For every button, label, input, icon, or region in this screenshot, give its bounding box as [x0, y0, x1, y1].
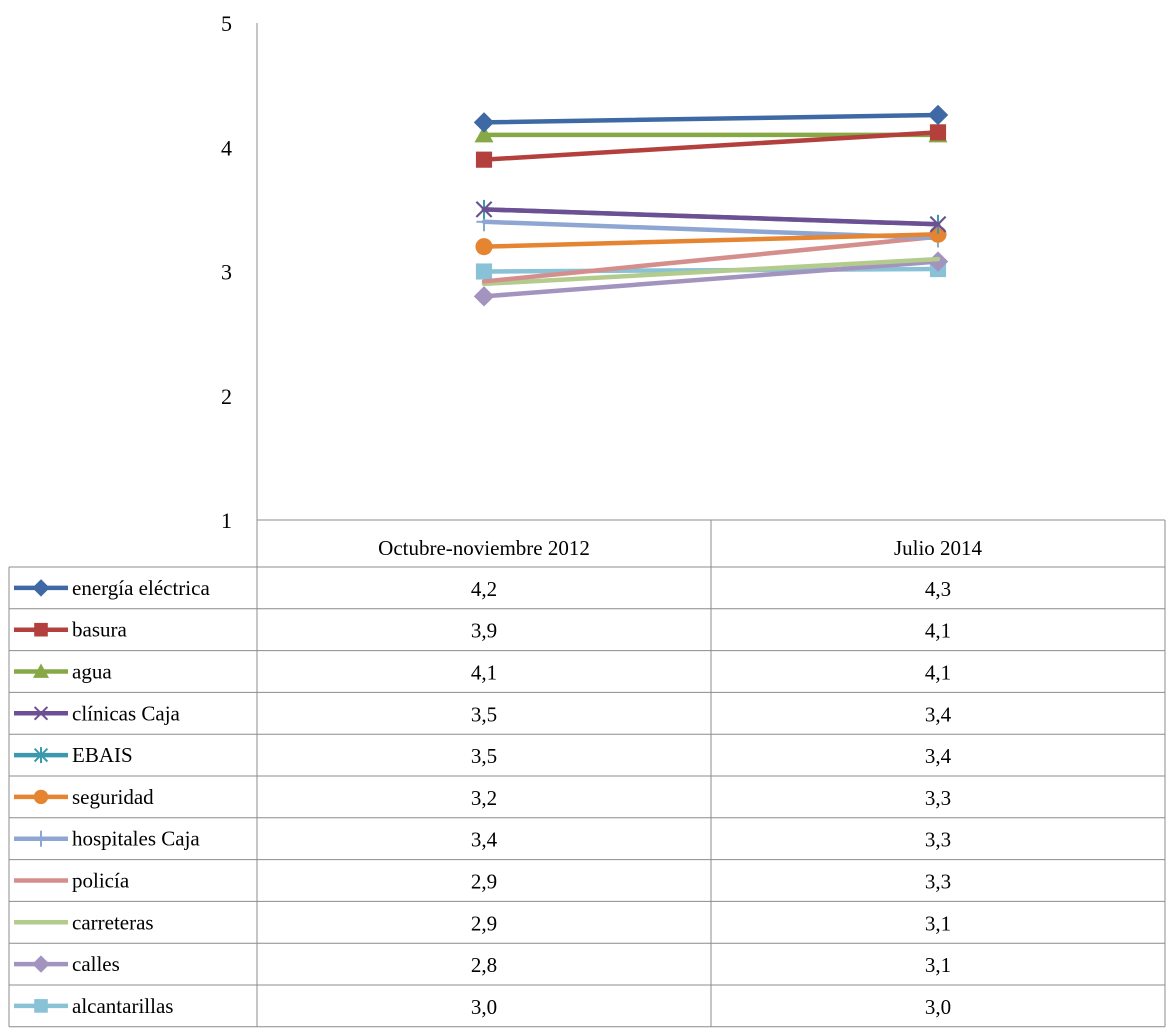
- data-label: 4,2: [471, 577, 497, 601]
- marker-stroke: [33, 706, 49, 721]
- series-line: [481, 231, 941, 249]
- series-policia: [481, 234, 941, 284]
- data-point: [475, 151, 493, 168]
- series-basura: [475, 124, 947, 168]
- legend-key-marker: [33, 706, 49, 721]
- y-tick-label: 4: [221, 135, 232, 160]
- table-row: basura 3,9 4,1: [14, 618, 951, 643]
- series-line: [481, 207, 941, 227]
- data-point: [473, 112, 495, 133]
- table-row: hospitales Caja 3,4 3,3: [14, 827, 951, 852]
- data-label: 3,9: [471, 619, 497, 643]
- legend-label: seguridad: [72, 785, 154, 809]
- series-line: [481, 130, 941, 162]
- legend-key-marker: [33, 663, 49, 678]
- data-label: 4,3: [925, 577, 951, 601]
- data-point: [475, 263, 493, 280]
- data-label: 3,3: [925, 870, 951, 894]
- data-point: [929, 215, 947, 233]
- legend-key-marker: [33, 747, 49, 764]
- data-label: 4,1: [471, 661, 497, 685]
- data-label: 3,4: [925, 744, 952, 768]
- legend-key-marker: [33, 789, 49, 805]
- table-row: alcantarillas 3,0 3,0: [14, 994, 951, 1019]
- data-label: 2,9: [471, 911, 497, 935]
- data-label: 3,0: [471, 995, 497, 1019]
- table-row: carreteras 2,9 3,1: [14, 910, 951, 935]
- data-label: 3,5: [471, 702, 497, 726]
- legend-label: hospitales Caja: [72, 827, 200, 851]
- data-label: 4,1: [925, 619, 951, 643]
- legend-label: alcantarillas: [72, 994, 173, 1018]
- series-clinicas-caja: [475, 201, 947, 233]
- data-label: 3,2: [471, 786, 497, 810]
- series-line: [481, 259, 941, 299]
- data-label: 3,1: [925, 911, 951, 935]
- legend-key-marker: [34, 830, 48, 847]
- y-tick-label: 2: [221, 384, 232, 409]
- category-label: Julio 2014: [894, 536, 983, 560]
- y-tick-label: 3: [221, 260, 232, 285]
- series-calles: [473, 251, 949, 307]
- legend-key-marker: [34, 622, 48, 637]
- data-label: 3,3: [925, 786, 951, 810]
- series-line: [481, 256, 941, 287]
- series-carreteras: [481, 256, 941, 287]
- marker-stroke: [929, 215, 947, 233]
- table-row: policía 2,9 3,3: [14, 869, 951, 894]
- legend-label: EBAIS: [72, 743, 133, 767]
- data-label: 3,1: [925, 953, 951, 977]
- series-energia-electrica: [473, 104, 949, 133]
- data-label: 3,4: [925, 702, 952, 726]
- data-point: [927, 104, 949, 126]
- data-label: 2,8: [471, 953, 497, 977]
- data-label: 3,5: [471, 744, 497, 768]
- legend-label: agua: [72, 660, 112, 684]
- legend-key-marker: [32, 955, 50, 973]
- series-line: [481, 112, 941, 125]
- category-label: Octubre-noviembre 2012: [378, 536, 590, 560]
- table-row: agua 4,1 4,1: [14, 660, 951, 685]
- series-line: [481, 234, 941, 284]
- y-tick-label: 1: [221, 508, 232, 533]
- table-row: calles 2,8 3,1: [14, 952, 951, 977]
- legend-label: basura: [72, 618, 127, 642]
- legend-label: carreteras: [72, 910, 154, 934]
- table-row: EBAIS 3,5 3,4: [14, 743, 952, 768]
- table-row: energía eléctrica 4,2 4,3: [14, 576, 951, 601]
- table-row: clínicas Caja 3,5 3,4: [14, 701, 952, 726]
- data-point: [475, 238, 493, 256]
- data-label: 3,0: [925, 995, 951, 1019]
- y-tick-label: 5: [221, 11, 232, 36]
- data-label: 3,4: [471, 828, 498, 852]
- legend-label: energía eléctrica: [72, 576, 210, 600]
- marker-stroke: [475, 201, 493, 218]
- legend-key-marker: [32, 579, 50, 597]
- data-point: [475, 201, 493, 218]
- data-label: 4,1: [925, 661, 951, 685]
- data-point: [473, 286, 495, 307]
- legend-key-marker: [34, 999, 48, 1013]
- data-label: 2,9: [471, 870, 497, 894]
- data-point: [929, 124, 947, 141]
- data-label: 3,3: [925, 828, 951, 852]
- legend-label: calles: [72, 952, 120, 976]
- legend-label: clínicas Caja: [72, 701, 181, 725]
- table-row: seguridad 3,2 3,3: [14, 785, 951, 810]
- data-point: [474, 125, 494, 143]
- legend-label: policía: [72, 869, 130, 893]
